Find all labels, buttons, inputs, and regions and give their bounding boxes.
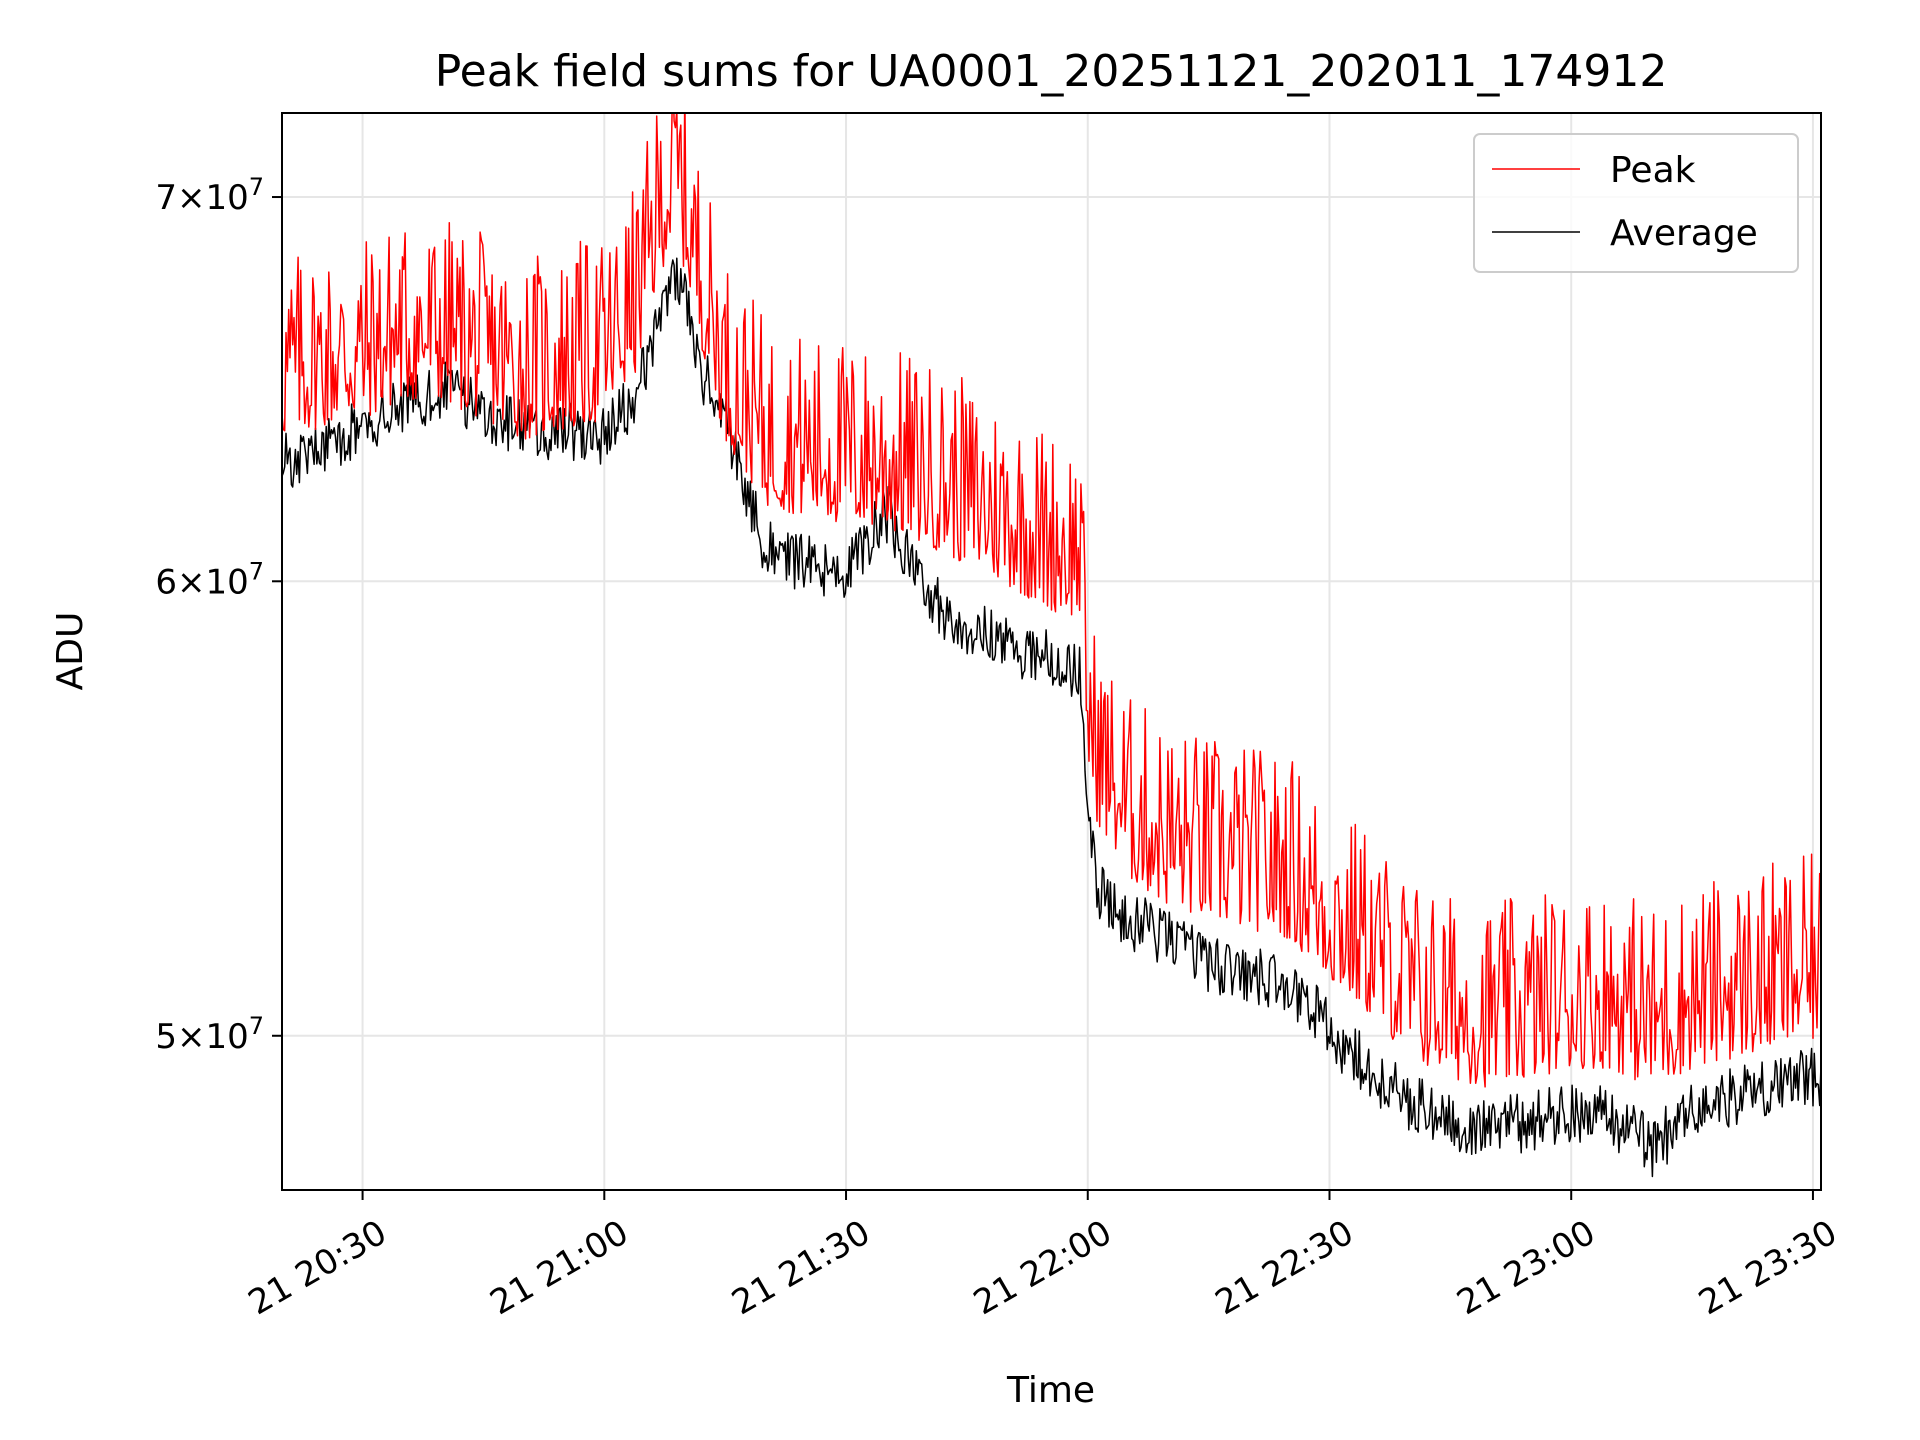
series-layer [282,113,1821,1178]
y-tick-mantissa: 5 [155,1017,177,1057]
y-tick-times: × [177,1017,206,1057]
y-tick-base: 10 [205,562,248,602]
y-tick-label: 5×107 [155,1012,264,1057]
y-tick-exponent: 7 [249,173,264,201]
legend-peak-label: Peak [1610,150,1696,191]
y-tick-exponent: 7 [249,1012,264,1040]
series-line-peak [282,113,1821,1088]
y-axis-label: ADU [50,612,91,691]
y-tick-exponent: 7 [249,557,264,585]
y-tick-base: 10 [205,1017,248,1057]
y-tick-mantissa: 7 [155,178,177,218]
x-axis-label: Time [1006,1370,1095,1411]
y-tick-label: 6×107 [155,557,264,602]
y-tick-base: 10 [205,178,248,218]
y-tick-label: 7×107 [155,173,264,218]
y-tick-times: × [177,562,206,602]
y-tick-mantissa: 6 [155,562,177,602]
y-tick-times: × [177,178,206,218]
plot-area [282,113,1821,1178]
series-line-average [282,257,1821,1178]
chart-title: Peak field sums for UA0001_20251121_2020… [435,46,1668,97]
legend: Peak Average [1473,133,1799,273]
plot-frame [281,112,1822,1191]
legend-average-label: Average [1610,213,1758,254]
